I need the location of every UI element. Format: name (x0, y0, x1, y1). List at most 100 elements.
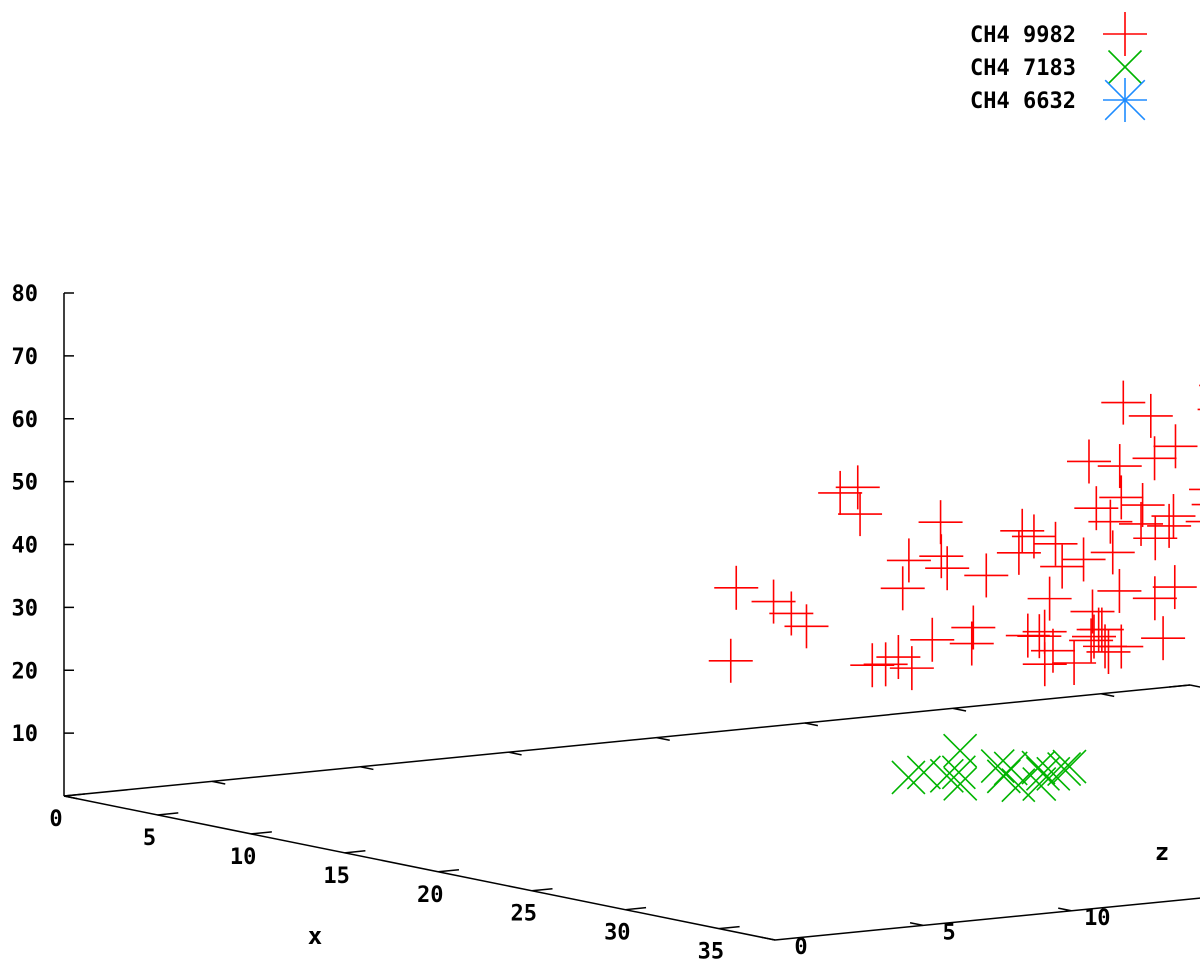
point-ch4-9982 (1185, 520, 1200, 523)
axes: 0510152025303505101520253035102030405060… (12, 282, 1200, 965)
point-ch4-9982 (1005, 613, 1050, 658)
point-ch4-7183 (1021, 750, 1056, 785)
point-ch4-9982 (1141, 616, 1186, 661)
point-ch4-9982 (996, 530, 1041, 575)
point-ch4-9982 (1069, 618, 1114, 663)
point-ch4-9982 (1030, 628, 1075, 673)
point-ch4-7183 (941, 755, 976, 790)
point-ch4-9982 (925, 546, 970, 591)
point-ch4-7183 (891, 760, 926, 795)
point-ch4-9982 (1153, 424, 1198, 469)
point-ch4-9982 (1128, 393, 1173, 438)
point-ch4-9982 (1147, 503, 1192, 548)
point-ch4-9982 (1101, 380, 1146, 425)
x-axis-back-line (1189, 684, 1200, 688)
z-axis-line (774, 897, 1200, 941)
x-tick (625, 906, 647, 911)
point-ch4-9982 (1090, 530, 1135, 575)
legend-entry-label: CH4 6632 (970, 89, 1076, 114)
point-ch4-9982 (886, 538, 931, 583)
z-tick-label: 0 (794, 935, 807, 960)
point-ch4-7183 (986, 759, 1021, 794)
x-axis-line (63, 795, 776, 941)
legend-marker-cross (1107, 49, 1143, 85)
point-ch4-9982 (1000, 508, 1045, 553)
point-ch4-7183 (1001, 768, 1036, 803)
z-axis-label: z (1155, 838, 1169, 866)
point-ch4-9982 (708, 638, 753, 683)
point-ch4-9982 (876, 635, 921, 680)
legend-marker-plus (1103, 12, 1147, 56)
point-ch4-9982 (1072, 614, 1117, 659)
z-tick-back (1100, 693, 1115, 698)
point-ch4-9982 (1132, 576, 1177, 621)
point-ch4-9982 (1022, 642, 1067, 687)
x-tick-label: 35 (698, 940, 725, 965)
point-ch4-9982 (838, 492, 883, 537)
legend: CH4 9982 CH4 7183 CH4 6632 (970, 12, 1147, 122)
y-tick-label: 70 (12, 345, 39, 370)
point-ch4-9982 (850, 643, 895, 688)
point-ch4-9982 (1033, 521, 1078, 566)
z-tick-back (212, 780, 226, 785)
point-ch4-9982 (1027, 576, 1072, 621)
point-ch4-9982 (751, 579, 796, 624)
y-tick-label: 50 (12, 471, 39, 496)
point-ch4-9982 (1099, 475, 1144, 520)
x-tick (251, 831, 272, 835)
point-ch4-9982 (1088, 499, 1133, 544)
x-tick-label: 10 (230, 845, 257, 870)
point-ch4-9982 (880, 566, 925, 611)
x-tick (63, 793, 85, 797)
point-ch4-9982 (1119, 501, 1164, 546)
x-tick-label: 25 (511, 902, 538, 927)
x-tick (531, 887, 553, 892)
point-ch4-7183 (943, 766, 978, 801)
point-ch4-9982 (1152, 565, 1197, 610)
point-ch4-9982 (1120, 483, 1165, 528)
point-ch4-9982 (1189, 488, 1200, 491)
point-ch4-7183 (980, 748, 1015, 784)
z-tick-back (360, 766, 374, 771)
x-tick-back (1169, 684, 1191, 688)
x-tick-label: 20 (417, 883, 444, 908)
x-axis-label: x (308, 922, 322, 950)
y-tick-label: 40 (12, 534, 39, 559)
point-ch4-9982 (1132, 436, 1177, 481)
z-tick-back (63, 795, 78, 800)
point-ch4-7183 (906, 755, 941, 790)
legend-marker-star (1103, 78, 1147, 122)
z-tick-back (952, 707, 967, 712)
x-tick (344, 850, 366, 854)
z-tick-label: 10 (1084, 906, 1111, 931)
point-ch4-9982 (889, 646, 934, 691)
legend-entry-label: CH4 7183 (970, 56, 1076, 81)
x-tick-label: 5 (143, 826, 156, 851)
point-ch4-9982 (835, 465, 880, 510)
point-ch4-7183 (1025, 756, 1061, 791)
z-tick-label: 5 (943, 920, 956, 945)
point-ch4-9982 (1099, 624, 1144, 669)
point-ch4-7183 (1052, 749, 1087, 784)
z-tick (1058, 907, 1072, 912)
z-tick (909, 922, 924, 927)
point-ch4-9982 (951, 605, 996, 650)
point-ch4-9982 (1040, 544, 1085, 589)
point-ch4-9982 (949, 621, 994, 666)
legend-entry-label: CH4 9982 (970, 23, 1076, 48)
point-ch4-9982 (1076, 607, 1121, 652)
point-ch4-9982 (964, 553, 1009, 598)
y-tick-label: 10 (12, 722, 39, 747)
x-tick (718, 925, 740, 930)
point-ch4-7183 (1047, 752, 1082, 787)
z-tick-back (508, 751, 522, 756)
x-tick-label: 15 (323, 864, 350, 889)
point-ch4-9982 (818, 470, 863, 515)
data-marks (708, 380, 1200, 803)
point-ch4-9982 (784, 604, 829, 649)
y-tick-label: 20 (12, 659, 39, 684)
y-tick-label: 30 (12, 596, 39, 621)
y-tick-label: 60 (12, 408, 39, 433)
x-tick-label: 0 (49, 807, 62, 832)
point-ch4-9982 (1097, 568, 1142, 613)
